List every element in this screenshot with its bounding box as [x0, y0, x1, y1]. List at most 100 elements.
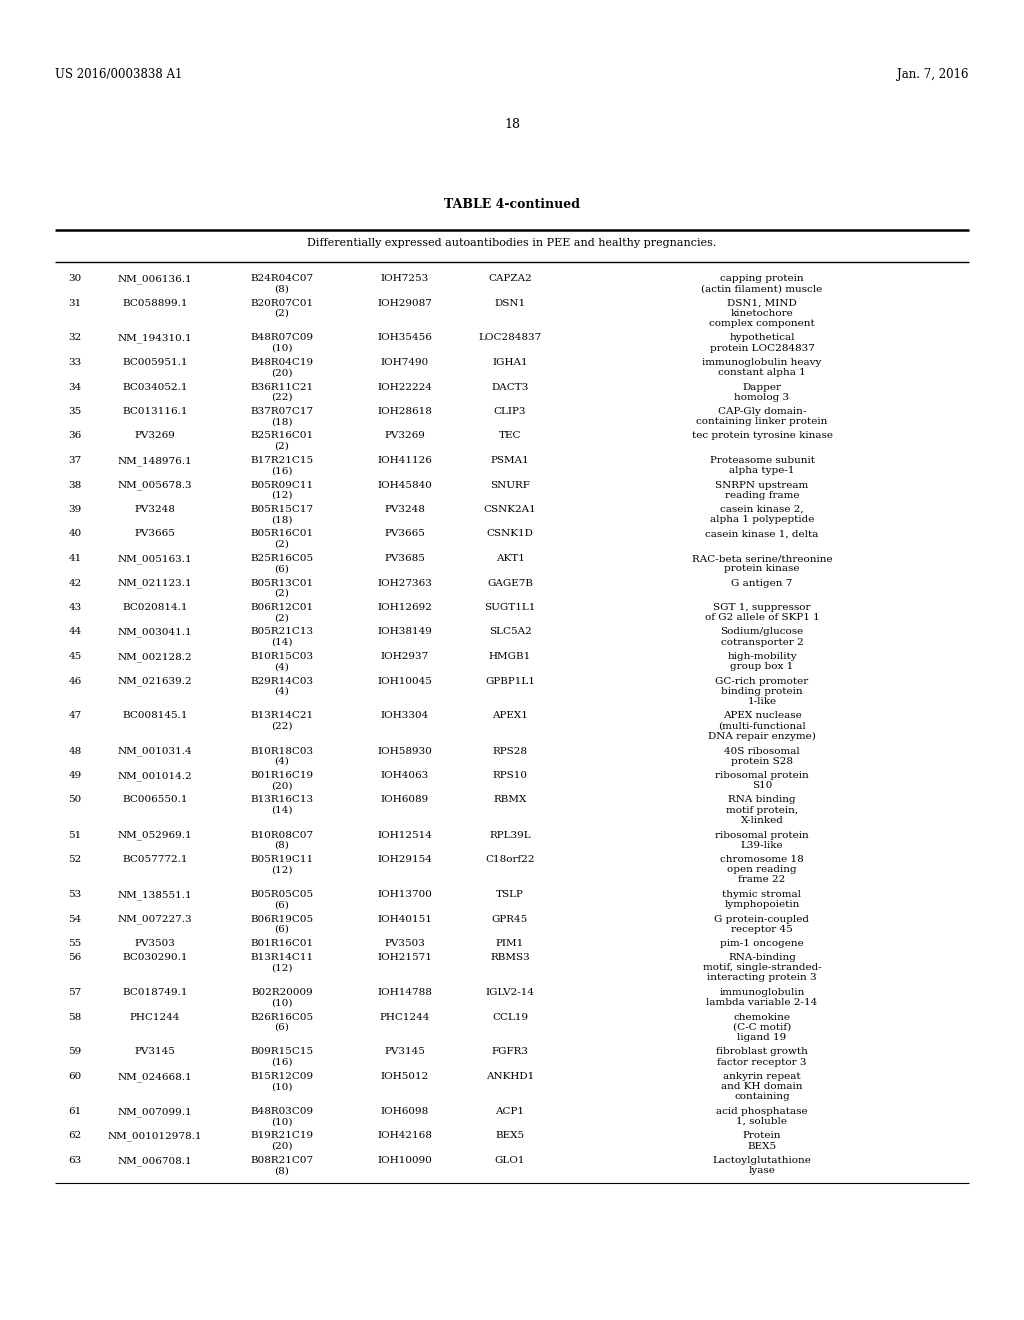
Text: B48R03C09
(10): B48R03C09 (10) [251, 1107, 313, 1126]
Text: IOH12514: IOH12514 [378, 830, 432, 840]
Text: RPS10: RPS10 [493, 771, 527, 780]
Text: acid phosphatase
1, soluble: acid phosphatase 1, soluble [716, 1107, 808, 1126]
Text: TABLE 4-continued: TABLE 4-continued [444, 198, 580, 211]
Text: NM_002128.2: NM_002128.2 [118, 652, 193, 661]
Text: Protein
BEX5: Protein BEX5 [742, 1131, 781, 1151]
Text: B02R20009
(10): B02R20009 (10) [251, 987, 313, 1007]
Text: SGT 1, suppressor
of G2 allele of SKP1 1: SGT 1, suppressor of G2 allele of SKP1 1 [705, 603, 819, 622]
Text: CSNK2A1: CSNK2A1 [483, 506, 537, 513]
Text: immunoglobulin heavy
constant alpha 1: immunoglobulin heavy constant alpha 1 [702, 358, 821, 378]
Text: 59: 59 [69, 1048, 82, 1056]
Text: IOH5012: IOH5012 [381, 1072, 429, 1081]
Text: IOH3304: IOH3304 [381, 711, 429, 721]
Text: Differentially expressed autoantibodies in PEE and healthy pregnancies.: Differentially expressed autoantibodies … [307, 238, 717, 248]
Text: 33: 33 [69, 358, 82, 367]
Text: 51: 51 [69, 830, 82, 840]
Text: B48R04C19
(20): B48R04C19 (20) [251, 358, 313, 378]
Text: B19R21C19
(20): B19R21C19 (20) [251, 1131, 313, 1151]
Text: IOH28618: IOH28618 [378, 407, 432, 416]
Text: chemokine
(C-C motif)
ligand 19: chemokine (C-C motif) ligand 19 [733, 1012, 792, 1041]
Text: FGFR3: FGFR3 [492, 1048, 528, 1056]
Text: 52: 52 [69, 855, 82, 865]
Text: 50: 50 [69, 796, 82, 804]
Text: 18: 18 [504, 117, 520, 131]
Text: B24R04C07
(8): B24R04C07 (8) [251, 275, 313, 293]
Text: NM_007099.1: NM_007099.1 [118, 1107, 193, 1117]
Text: GLO1: GLO1 [495, 1156, 525, 1166]
Text: PV3685: PV3685 [385, 554, 425, 564]
Text: B17R21C15
(16): B17R21C15 (16) [251, 455, 313, 475]
Text: ribosomal protein
S10: ribosomal protein S10 [715, 771, 809, 791]
Text: casein kinase 2,
alpha 1 polypeptide: casein kinase 2, alpha 1 polypeptide [710, 506, 814, 524]
Text: 38: 38 [69, 480, 82, 490]
Text: IOH21571: IOH21571 [378, 953, 432, 962]
Text: 32: 32 [69, 334, 82, 342]
Text: 48: 48 [69, 747, 82, 755]
Text: PV3503: PV3503 [134, 939, 175, 948]
Text: SLC5A2: SLC5A2 [488, 627, 531, 636]
Text: PV3269: PV3269 [385, 432, 425, 441]
Text: IOH6098: IOH6098 [381, 1107, 429, 1115]
Text: 56: 56 [69, 953, 82, 962]
Text: NM_024668.1: NM_024668.1 [118, 1072, 193, 1081]
Text: CAP-Gly domain-
containing linker protein: CAP-Gly domain- containing linker protei… [696, 407, 827, 426]
Text: B15R12C09
(10): B15R12C09 (10) [251, 1072, 313, 1092]
Text: 35: 35 [69, 407, 82, 416]
Text: LOC284837: LOC284837 [478, 334, 542, 342]
Text: Lactoylglutathione
lyase: Lactoylglutathione lyase [713, 1156, 811, 1175]
Text: RBMX: RBMX [494, 796, 526, 804]
Text: IOH29087: IOH29087 [378, 298, 432, 308]
Text: casein kinase 1, delta: casein kinase 1, delta [706, 529, 818, 539]
Text: B20R07C01
(2): B20R07C01 (2) [251, 298, 313, 318]
Text: B01R16C19
(20): B01R16C19 (20) [251, 771, 313, 791]
Text: IOH6089: IOH6089 [381, 796, 429, 804]
Text: NM_021123.1: NM_021123.1 [118, 578, 193, 589]
Text: DSN1, MIND
kinetochore
complex component: DSN1, MIND kinetochore complex component [710, 298, 815, 327]
Text: SNRPN upstream
reading frame: SNRPN upstream reading frame [716, 480, 809, 499]
Text: NM_052969.1: NM_052969.1 [118, 830, 193, 841]
Text: B13R14C11
(12): B13R14C11 (12) [251, 953, 313, 972]
Text: BC057772.1: BC057772.1 [122, 855, 187, 865]
Text: GPR45: GPR45 [492, 915, 528, 924]
Text: HMGB1: HMGB1 [488, 652, 531, 661]
Text: ACP1: ACP1 [496, 1107, 524, 1115]
Text: G protein-coupled
receptor 45: G protein-coupled receptor 45 [715, 915, 810, 933]
Text: BC005951.1: BC005951.1 [122, 358, 187, 367]
Text: B09R15C15
(16): B09R15C15 (16) [251, 1048, 313, 1067]
Text: IGHA1: IGHA1 [493, 358, 527, 367]
Text: capping protein
(actin filament) muscle: capping protein (actin filament) muscle [701, 275, 822, 293]
Text: IOH40151: IOH40151 [378, 915, 432, 924]
Text: US 2016/0003838 A1: US 2016/0003838 A1 [55, 69, 182, 81]
Text: CCL19: CCL19 [492, 1012, 528, 1022]
Text: RNA-binding
motif, single-stranded-
interacting protein 3: RNA-binding motif, single-stranded- inte… [702, 953, 821, 982]
Text: 55: 55 [69, 939, 82, 948]
Text: RAC-beta serine/threonine
protein kinase: RAC-beta serine/threonine protein kinase [691, 554, 833, 573]
Text: Dapper
homolog 3: Dapper homolog 3 [734, 383, 790, 401]
Text: PHC1244: PHC1244 [380, 1012, 430, 1022]
Text: 47: 47 [69, 711, 82, 721]
Text: 39: 39 [69, 506, 82, 513]
Text: immunoglobulin
lambda variable 2-14: immunoglobulin lambda variable 2-14 [707, 987, 817, 1007]
Text: 53: 53 [69, 890, 82, 899]
Text: PV3248: PV3248 [385, 506, 425, 513]
Text: RNA binding
motif protein,
X-linked: RNA binding motif protein, X-linked [726, 796, 798, 825]
Text: APEX1: APEX1 [493, 711, 528, 721]
Text: G antigen 7: G antigen 7 [731, 578, 793, 587]
Text: IGLV2-14: IGLV2-14 [485, 987, 535, 997]
Text: B05R09C11
(12): B05R09C11 (12) [251, 480, 313, 499]
Text: DSN1: DSN1 [495, 298, 525, 308]
Text: NM_148976.1: NM_148976.1 [118, 455, 193, 466]
Text: IOH35456: IOH35456 [378, 334, 432, 342]
Text: CAPZA2: CAPZA2 [488, 275, 531, 282]
Text: PV3269: PV3269 [134, 432, 175, 441]
Text: DACT3: DACT3 [492, 383, 528, 392]
Text: IOH29154: IOH29154 [378, 855, 432, 865]
Text: SNURF: SNURF [490, 480, 530, 490]
Text: B10R15C03
(4): B10R15C03 (4) [251, 652, 313, 671]
Text: B25R16C01
(2): B25R16C01 (2) [251, 432, 313, 450]
Text: BC034052.1: BC034052.1 [122, 383, 187, 392]
Text: 62: 62 [69, 1131, 82, 1140]
Text: IOH22224: IOH22224 [378, 383, 432, 392]
Text: 46: 46 [69, 676, 82, 685]
Text: 41: 41 [69, 554, 82, 564]
